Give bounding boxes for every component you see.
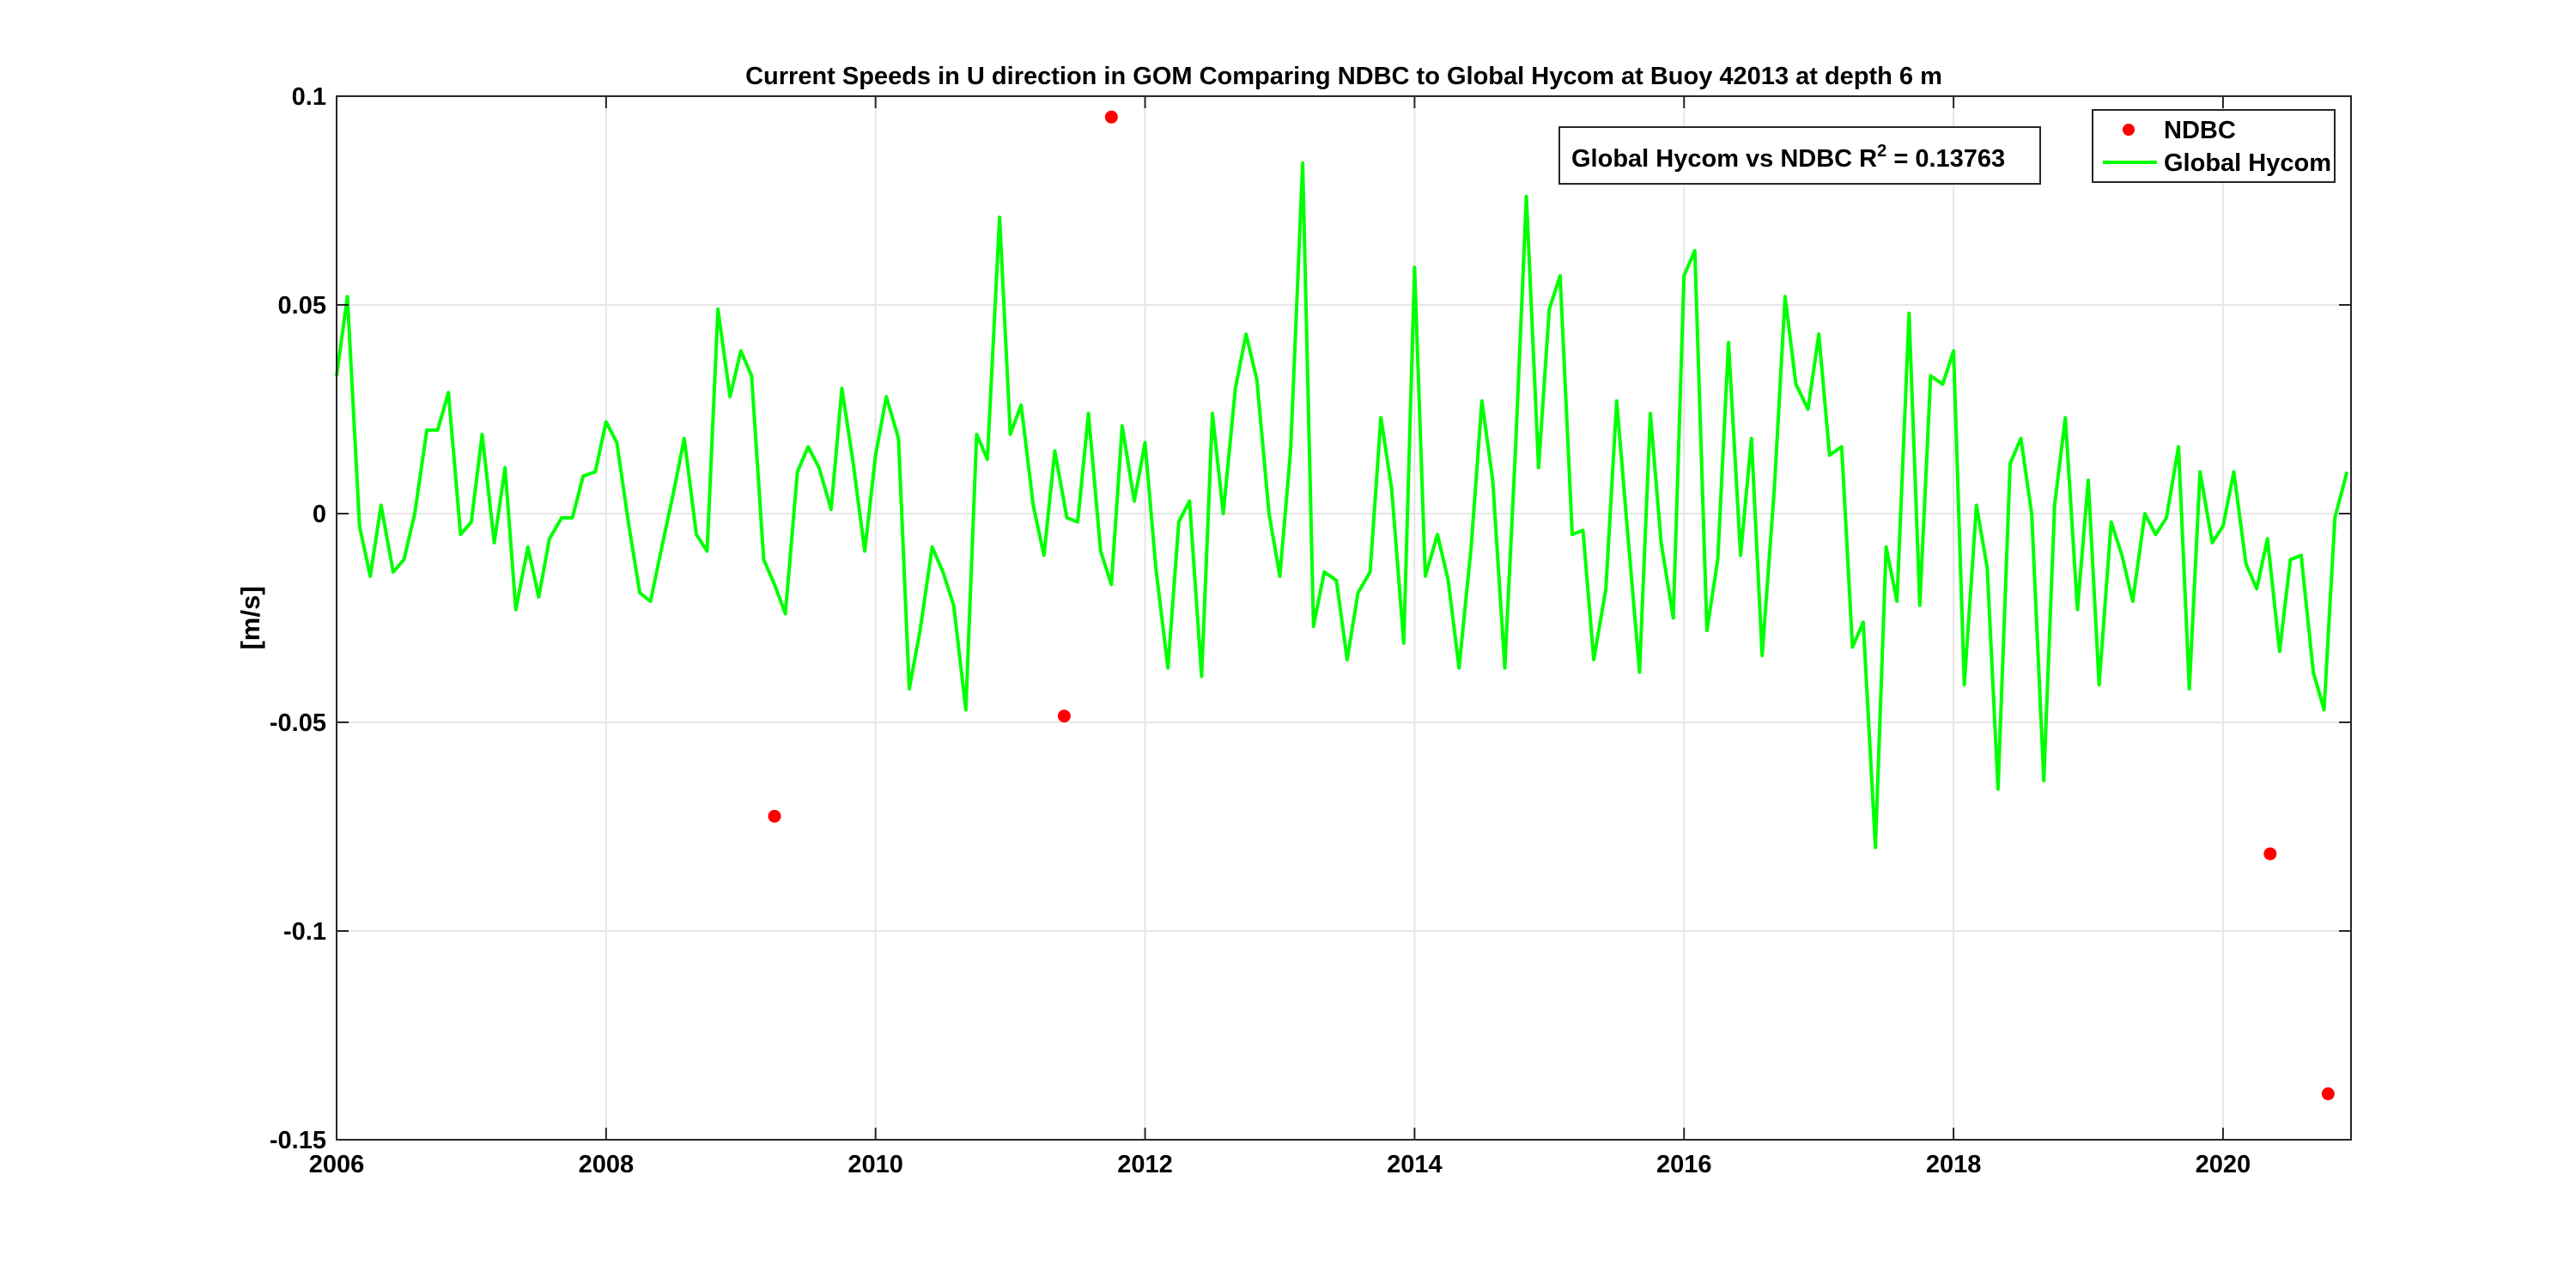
plot-frame [336,95,2352,1141]
series-global-hycom-line [335,161,2349,849]
data-layer [335,110,2349,1101]
legend-ndbc-label: NDBC [2164,117,2236,144]
ndbc-point [1104,110,1118,124]
ndbc-point [2263,847,2277,861]
x-tick-label: 2006 [309,1151,365,1178]
annotation-value: = 0.13763 [1886,145,2005,173]
x-tick-label: 2018 [1926,1151,1982,1178]
y-tick-label: 0 [313,501,326,528]
y-tick-label: -0.15 [270,1127,326,1154]
legend-box [2092,109,2336,183]
r-squared-annotation: Global Hycom vs NDBC R2 = 0.13763 [1558,126,2041,185]
x-tick-label: 2020 [2196,1151,2251,1178]
x-tick-label: 2008 [579,1151,635,1178]
x-tick-label: 2014 [1387,1151,1443,1178]
x-tick-label: 2012 [1117,1151,1173,1178]
chart-title: Current Speeds in U direction in GOM Com… [745,63,1942,90]
x-tick-label: 2016 [1656,1151,1712,1178]
y-axis-label: [m/s] [235,586,265,649]
y-tick-label: 0.05 [278,292,326,320]
x-tick-label: 2010 [848,1151,903,1178]
legend-ndbc-marker [2123,124,2135,136]
plot-area [337,96,2351,1140]
ndbc-point [768,809,781,823]
annotation-main: Global Hycom vs NDBC R [1571,145,1877,173]
annotation-text: Global Hycom vs NDBC R2 = 0.13763 [1571,142,2005,173]
annotation-superscript: 2 [1877,142,1886,161]
ticks: 2006 2008 2010 2012 2014 2016 2018 2020 0.1 0.05 0… [270,83,2351,1178]
y-tick-label: -0.05 [270,709,326,737]
y-tick-label: -0.1 [283,918,326,946]
legend-hycom-label: Global Hycom [2164,149,2331,177]
annotation-box [1558,126,2041,185]
legend: NDBC Global Hycom [2092,109,2336,183]
ndbc-point [1057,709,1071,723]
ndbc-point [2321,1087,2335,1101]
y-tick-label: 0.1 [292,83,326,111]
